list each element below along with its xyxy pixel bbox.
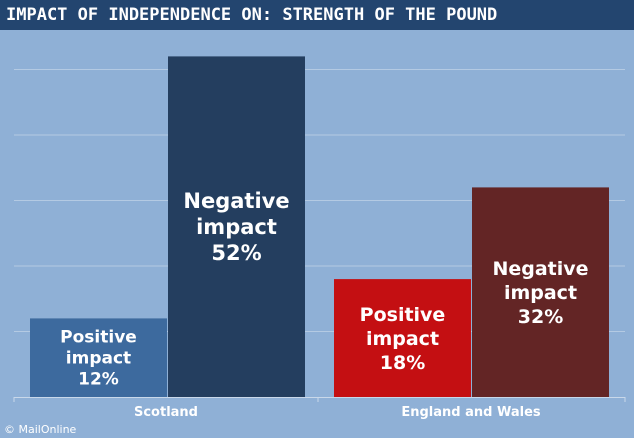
- category-label: England and Wales: [401, 405, 541, 420]
- credit-text: © MailOnline: [4, 423, 77, 436]
- bar-label-line1: Positive: [60, 328, 137, 348]
- category-label: Scotland: [134, 405, 198, 420]
- chart-title: IMPACT OF INDEPENDENCE ON: STRENGTH OF T…: [0, 0, 634, 30]
- bar-value-label: 18%: [380, 352, 425, 374]
- bar: [168, 56, 305, 398]
- bar-labels: Positiveimpact12%Negativeimpact52%Positi…: [60, 189, 588, 390]
- bars: [30, 56, 609, 398]
- bar-value-label: 12%: [78, 370, 119, 390]
- bar: [472, 187, 609, 397]
- bar-value-label: 32%: [518, 306, 563, 328]
- bar: [334, 279, 471, 397]
- bar-label-line2: impact: [196, 215, 277, 239]
- bar-value-label: 52%: [211, 241, 261, 265]
- bar: [30, 318, 167, 397]
- bar-label-line1: Negative: [492, 258, 588, 280]
- bar-label-line1: Negative: [183, 189, 289, 213]
- x-axis: Scotland England and Wales: [13, 397, 626, 420]
- bar-label-line2: impact: [366, 328, 439, 350]
- bar-label-line2: impact: [504, 282, 577, 304]
- bar-label-line2: impact: [66, 349, 131, 369]
- bar-chart: Positiveimpact12%Negativeimpact52%Positi…: [13, 56, 626, 420]
- bar-label-line1: Positive: [360, 304, 446, 326]
